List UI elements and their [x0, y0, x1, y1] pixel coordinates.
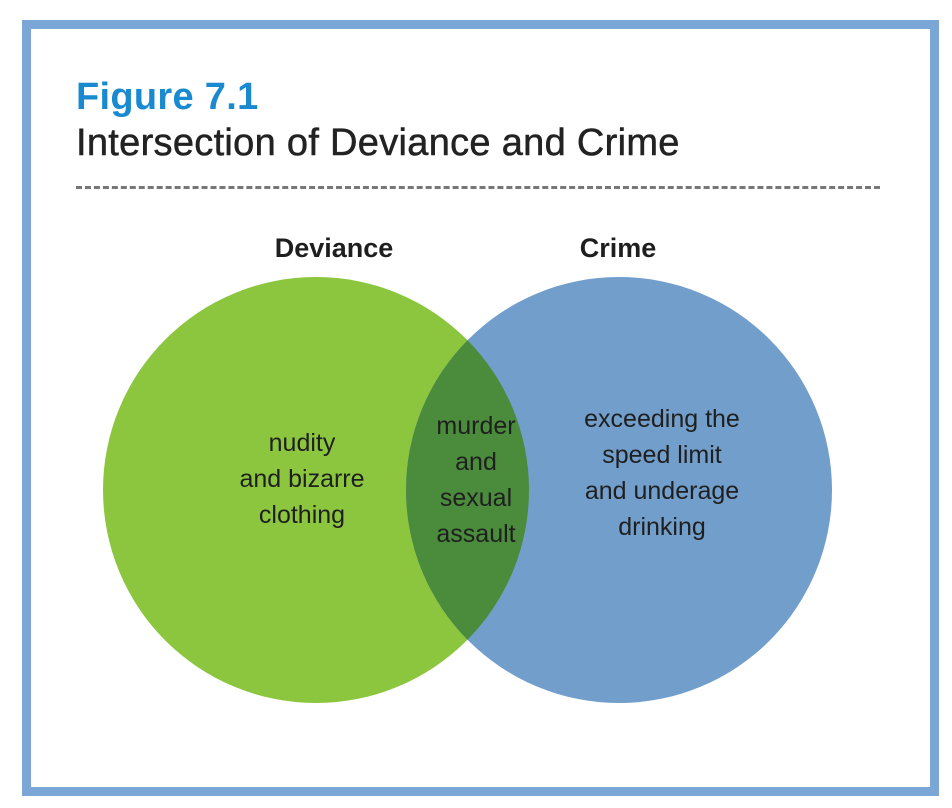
deviance-only-line: and bizarre [239, 465, 364, 493]
deviance-only-line: clothing [259, 501, 345, 529]
figure-label: Figure 7.1 [76, 76, 259, 118]
deviance-only-text: nudity and bizarre clothing [239, 429, 364, 529]
deviance-circle [103, 277, 529, 703]
crime-only-line: and underage [585, 477, 739, 505]
intersection-line: assault [436, 520, 515, 548]
figure-title: Intersection of Deviance and Crime [76, 122, 680, 165]
deviance-only-line: nudity [269, 429, 336, 457]
crime-only-line: speed limit [602, 441, 722, 469]
intersection-line: sexual [440, 484, 512, 512]
crime-only-line: exceeding the [584, 405, 740, 433]
intersection-line: murder [436, 412, 515, 440]
intersection-text: murder and sexual assault [436, 412, 515, 548]
set-label-crime: Crime [580, 233, 657, 263]
crime-only-text: exceeding the speed limit and underage d… [584, 405, 740, 541]
intersection-line: and [455, 448, 497, 476]
crime-only-line: drinking [618, 513, 706, 541]
crime-circle [406, 277, 832, 703]
set-label-deviance: Deviance [275, 233, 394, 263]
dashed-divider [76, 186, 880, 189]
